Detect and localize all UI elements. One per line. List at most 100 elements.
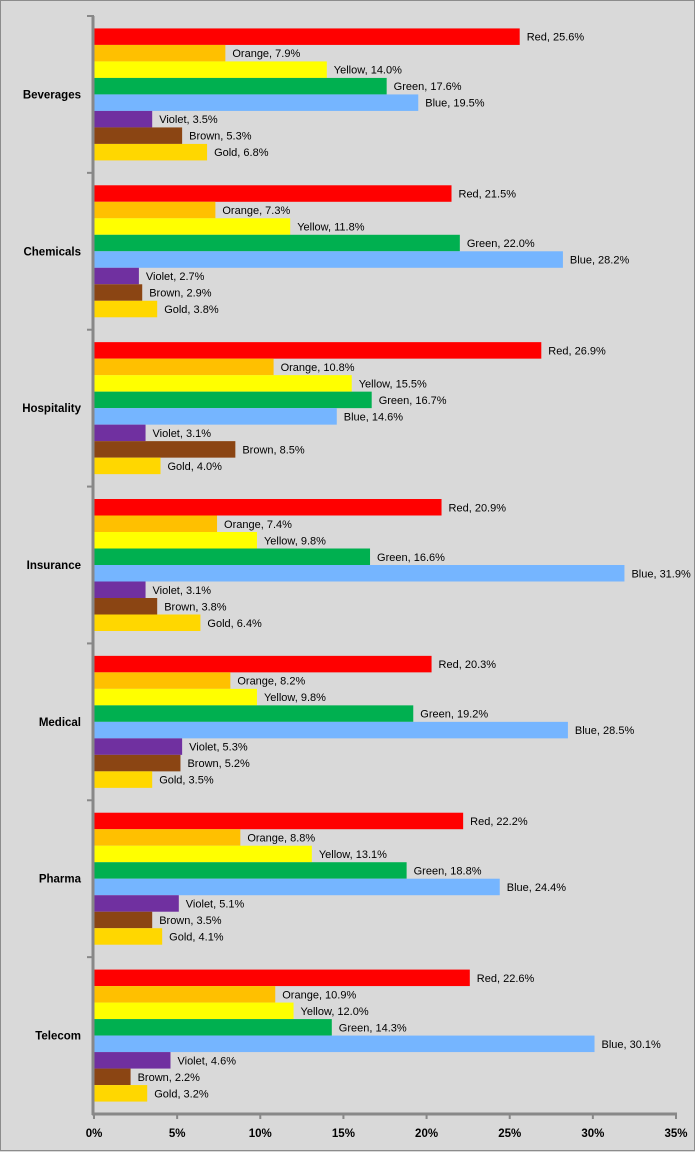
bar-green <box>94 391 372 409</box>
bar-orange <box>94 986 276 1003</box>
bar-yellow <box>94 532 257 549</box>
data-label: Gold, 6.8% <box>214 147 269 159</box>
bar-green <box>94 1019 332 1036</box>
data-label: Violet, 2.7% <box>146 271 205 283</box>
bar-brown <box>94 754 181 772</box>
bar-gold <box>94 928 163 945</box>
data-label: Blue, 28.2% <box>570 255 630 267</box>
data-label: Yellow, 15.5% <box>359 378 427 390</box>
data-label: Red, 22.2% <box>470 816 528 828</box>
data-label: Blue, 28.5% <box>575 725 635 737</box>
data-label: Violet, 5.3% <box>189 742 248 754</box>
bar-blue <box>94 1035 595 1053</box>
category-label: Beverages <box>23 89 81 101</box>
category-label: Insurance <box>27 560 81 572</box>
bar-gold <box>94 457 161 475</box>
bar-brown <box>94 441 236 458</box>
data-label: Yellow, 11.8% <box>297 222 364 234</box>
data-label: Red, 21.5% <box>459 189 517 201</box>
x-tick-label: 20% <box>415 1128 438 1140</box>
bar-brown <box>94 598 158 615</box>
data-label: Brown, 3.8% <box>164 601 227 613</box>
bar-red <box>94 969 470 987</box>
bar-gold <box>94 143 208 161</box>
data-label: Green, 16.6% <box>377 552 445 564</box>
data-label: Gold, 6.4% <box>207 618 262 630</box>
bar-red <box>94 655 432 673</box>
data-label: Brown, 2.9% <box>149 288 212 300</box>
bar-red <box>94 499 442 516</box>
data-label: Gold, 3.8% <box>164 304 219 316</box>
data-label: Orange, 8.8% <box>247 832 315 844</box>
data-label: Gold, 4.1% <box>169 931 224 943</box>
bar-yellow <box>94 61 327 78</box>
bar-violet <box>94 424 146 442</box>
data-label: Yellow, 13.1% <box>319 849 387 861</box>
data-label: Orange, 10.8% <box>281 362 355 374</box>
bar-gold <box>94 614 201 631</box>
bar-red <box>94 342 542 359</box>
bar-orange <box>94 201 216 219</box>
data-label: Violet, 3.1% <box>153 428 212 440</box>
bar-violet <box>94 895 179 912</box>
data-label: Brown, 5.3% <box>189 131 252 143</box>
data-label: Blue, 24.4% <box>507 882 567 894</box>
data-label: Green, 18.8% <box>414 865 482 877</box>
category-label: Hospitality <box>22 403 81 415</box>
bar-blue <box>94 408 337 425</box>
x-tick-label: 35% <box>664 1128 687 1140</box>
bar-green <box>94 234 460 252</box>
data-label: Orange, 10.9% <box>282 989 356 1001</box>
data-label: Red, 20.3% <box>439 659 497 671</box>
x-tick-label: 10% <box>249 1128 272 1140</box>
bar-orange <box>94 672 231 689</box>
bar-blue <box>94 721 568 739</box>
bar-violet <box>94 1052 171 1069</box>
x-tick-label: 5% <box>169 1128 186 1140</box>
bar-orange <box>94 44 226 62</box>
bar-gold <box>94 1085 148 1102</box>
x-tick-label: 30% <box>581 1128 604 1140</box>
bar-green <box>94 862 407 879</box>
bar-gold <box>94 300 158 318</box>
bar-brown <box>94 1068 131 1086</box>
data-label: Brown, 3.5% <box>159 915 222 927</box>
data-label: Orange, 7.4% <box>224 519 292 531</box>
data-label: Yellow, 9.8% <box>264 535 326 547</box>
data-label: Green, 22.0% <box>467 238 535 250</box>
bar-yellow <box>94 845 312 863</box>
data-label: Brown, 8.5% <box>242 444 305 456</box>
data-label: Violet, 4.6% <box>177 1055 236 1067</box>
data-label: Blue, 31.9% <box>631 568 691 580</box>
data-label: Brown, 2.2% <box>138 1072 201 1084</box>
bar-blue <box>94 565 625 582</box>
data-label: Red, 25.6% <box>527 32 585 44</box>
bar-red <box>94 185 452 202</box>
bar-yellow <box>94 1002 294 1020</box>
bar-red <box>94 28 520 45</box>
data-label: Blue, 14.6% <box>344 411 404 423</box>
bar-violet <box>94 267 139 285</box>
category-label: Medical <box>39 717 81 729</box>
data-label: Violet, 3.1% <box>153 585 212 597</box>
data-label: Yellow, 12.0% <box>301 1006 369 1018</box>
x-tick-label: 25% <box>498 1128 521 1140</box>
data-label: Violet, 3.5% <box>159 114 218 126</box>
data-label: Red, 22.6% <box>477 973 535 985</box>
data-label: Green, 16.7% <box>379 395 447 407</box>
category-label: Chemicals <box>23 246 81 258</box>
data-label: Red, 26.9% <box>548 345 606 357</box>
x-tick-label: 15% <box>332 1128 355 1140</box>
data-label: Orange, 7.3% <box>222 205 290 217</box>
bar-green <box>94 705 414 722</box>
bar-red <box>94 812 464 830</box>
bar-yellow <box>94 218 291 235</box>
bar-orange <box>94 829 241 846</box>
bar-violet <box>94 581 146 598</box>
data-label: Yellow, 9.8% <box>264 692 326 704</box>
data-label: Green, 17.6% <box>394 81 462 93</box>
bar-green <box>94 77 387 95</box>
data-label: Gold, 4.0% <box>168 461 223 473</box>
